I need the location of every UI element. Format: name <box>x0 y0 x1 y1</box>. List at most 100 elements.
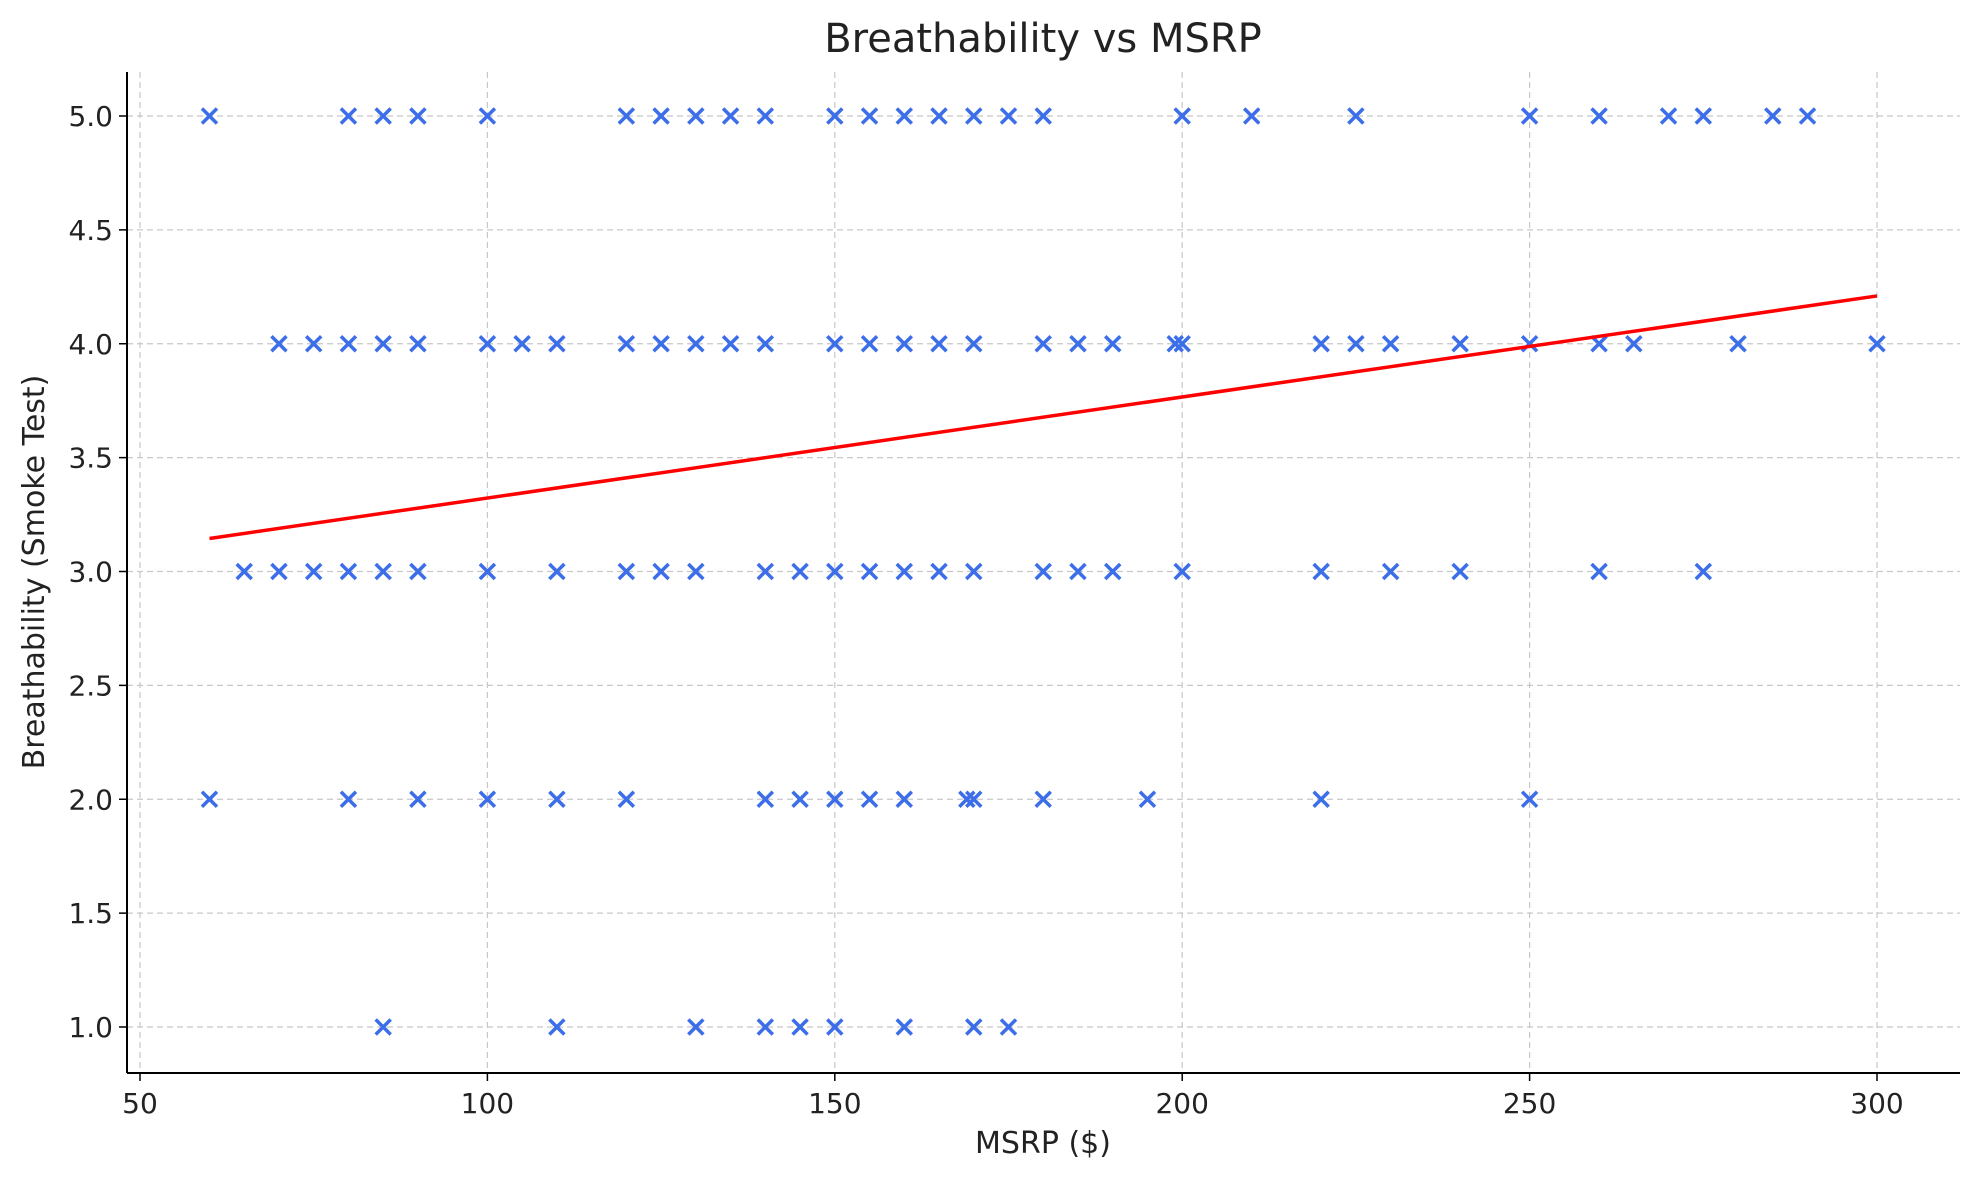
data-point <box>1166 335 1184 353</box>
data-point <box>1034 790 1052 808</box>
y-tick-label: 1.5 <box>68 897 113 930</box>
data-point <box>1381 335 1400 353</box>
data-point <box>617 107 636 125</box>
data-point <box>1312 790 1330 808</box>
data-point <box>999 107 1018 125</box>
x-tick-label: 150 <box>808 1087 861 1120</box>
y-tick-label: 2.0 <box>68 783 113 816</box>
chart-title: Breathability vs MSRP <box>824 16 1262 62</box>
data-point <box>756 1018 775 1036</box>
data-point <box>478 562 497 581</box>
data-point <box>930 335 948 353</box>
data-point <box>270 562 288 581</box>
data-point <box>548 1018 566 1036</box>
data-point <box>478 790 497 808</box>
data-point <box>409 335 427 353</box>
data-point <box>1764 107 1782 125</box>
data-point <box>756 562 775 581</box>
data-point <box>478 335 497 353</box>
data-point <box>1694 562 1713 581</box>
data-point <box>652 562 670 581</box>
data-point <box>958 790 976 808</box>
data-point <box>895 107 914 125</box>
axes <box>126 72 1960 1074</box>
tick-labels: 50 100 150 200 250 300 1.0 1.5 2.0 2.5 3.0 3.5 4.0 4.… <box>68 100 1903 1120</box>
data-point <box>1138 790 1157 808</box>
data-point <box>860 335 879 353</box>
data-point <box>965 562 983 581</box>
data-point <box>1694 107 1713 125</box>
data-point <box>1103 562 1122 581</box>
data-point <box>826 562 844 581</box>
data-point <box>860 107 879 125</box>
trend-line <box>209 294 1878 541</box>
data-point <box>652 335 670 353</box>
data-point <box>339 335 358 353</box>
data-point <box>965 1018 983 1036</box>
data-point <box>895 1018 914 1036</box>
data-point <box>1590 562 1608 581</box>
data-point <box>304 562 323 581</box>
data-point <box>1034 562 1052 581</box>
data-point <box>339 790 358 808</box>
data-point <box>999 1018 1018 1036</box>
data-point <box>200 107 219 125</box>
data-point <box>1590 107 1608 125</box>
data-point <box>687 562 705 581</box>
data-point <box>930 562 948 581</box>
data-point <box>409 790 427 808</box>
data-point <box>339 107 358 125</box>
y-tick-label: 1.0 <box>68 1011 113 1044</box>
y-tick-label: 3.0 <box>68 556 113 589</box>
y-tick-label: 5.0 <box>68 100 113 133</box>
y-tick-label: 3.5 <box>68 442 113 475</box>
data-point <box>826 790 844 808</box>
data-point <box>756 790 775 808</box>
data-point <box>235 562 253 581</box>
data-point <box>652 107 670 125</box>
data-point <box>409 562 427 581</box>
data-point <box>721 107 740 125</box>
data-point <box>965 790 983 808</box>
data-point <box>860 562 879 581</box>
data-point <box>1347 335 1365 353</box>
data-point <box>374 335 392 353</box>
data-point <box>617 790 636 808</box>
x-tick-label: 50 <box>122 1087 158 1120</box>
data-point <box>721 335 740 353</box>
data-point <box>756 107 775 125</box>
data-point <box>513 335 531 353</box>
data-point <box>791 1018 809 1036</box>
y-tick-label: 4.0 <box>68 328 113 361</box>
data-point <box>374 1018 392 1036</box>
data-point <box>895 790 914 808</box>
data-point <box>1034 107 1052 125</box>
data-point <box>756 335 775 353</box>
data-point <box>270 335 288 353</box>
data-points <box>200 107 1886 1036</box>
data-point <box>687 335 705 353</box>
y-axis-label: Breathability (Smoke Test) <box>17 375 52 770</box>
data-point <box>1868 335 1886 353</box>
data-point <box>1069 335 1087 353</box>
data-point <box>617 562 636 581</box>
data-point <box>791 790 809 808</box>
y-tick-label: 2.5 <box>68 669 113 702</box>
data-point <box>1451 335 1469 353</box>
data-point <box>548 335 566 353</box>
data-point <box>1173 335 1191 353</box>
x-axis-label: MSRP ($) <box>975 1126 1111 1161</box>
data-point <box>826 107 844 125</box>
data-point <box>687 107 705 125</box>
data-point <box>687 1018 705 1036</box>
data-point <box>374 107 392 125</box>
data-point <box>339 562 358 581</box>
data-point <box>1451 562 1469 581</box>
data-point <box>478 107 497 125</box>
data-point <box>791 562 809 581</box>
data-point <box>930 107 948 125</box>
x-tick-label: 200 <box>1155 1087 1208 1120</box>
data-point <box>1381 562 1400 581</box>
x-tick-label: 100 <box>461 1087 514 1120</box>
data-point <box>1242 107 1261 125</box>
